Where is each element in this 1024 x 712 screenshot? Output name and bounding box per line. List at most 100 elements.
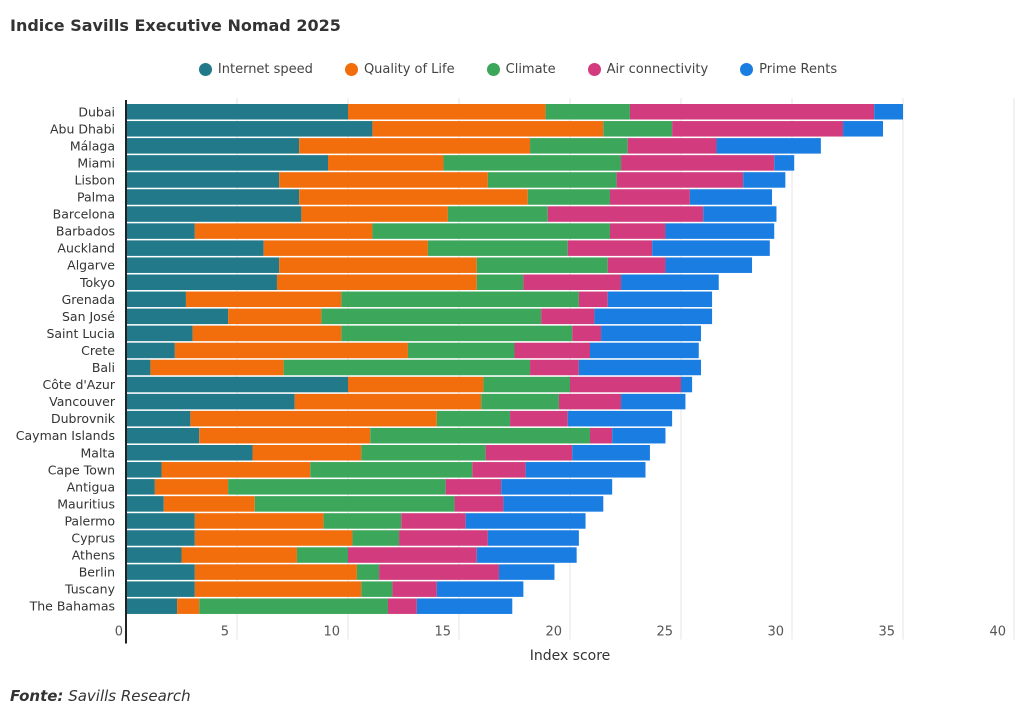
bar-segment (514, 342, 590, 359)
bar-segment (483, 376, 570, 393)
bar-segment (498, 564, 555, 580)
bar-segment (589, 342, 699, 359)
x-tick-label: 20 (545, 625, 562, 640)
bar-segment (743, 172, 786, 188)
bar-segment (194, 564, 357, 580)
y-category-label: Tuscany (64, 582, 116, 597)
bar-segment (126, 172, 280, 188)
bar-segment (567, 240, 653, 256)
bar-segment (527, 189, 610, 205)
bar-segment (567, 410, 673, 427)
y-category-label: Grenada (62, 292, 115, 307)
chart-title: Indice Savills Executive Nomad 2025 (10, 16, 341, 35)
bar-segment (126, 547, 182, 563)
bar-segment (523, 274, 622, 290)
bar-segment (609, 189, 690, 205)
x-tick-label: 5 (221, 625, 229, 640)
bar-segment (774, 155, 795, 171)
bar-segment (454, 496, 504, 512)
y-category-label: Cyprus (71, 531, 115, 546)
bar-segment (578, 359, 701, 376)
x-tick-label: 35 (878, 625, 895, 640)
bar-segment (126, 291, 186, 308)
bar-segment (126, 513, 195, 529)
bar-segment (228, 308, 322, 325)
bar-segment (228, 479, 446, 495)
y-category-label: Barcelona (53, 207, 115, 222)
bar-segment (465, 513, 586, 529)
bar-segment (126, 104, 348, 120)
bar-segment (126, 564, 195, 580)
bar-segment (126, 138, 300, 154)
bar-segment (665, 223, 775, 239)
bar-segment (199, 598, 388, 614)
bar-segment (616, 172, 744, 188)
bar-segment (445, 479, 502, 495)
bar-segment (672, 121, 844, 137)
x-tick-label: 40 (989, 625, 1006, 640)
y-category-label: San José (62, 309, 115, 324)
bar-segment (681, 376, 693, 393)
bar-segment (126, 121, 373, 137)
legend-label: Prime Rents (759, 62, 838, 77)
bar-segment (126, 393, 295, 410)
bar-segment (154, 479, 229, 495)
legend-label: Internet speed (217, 62, 313, 77)
legend-item: Air connectivity (587, 62, 708, 77)
legend-item: Climate (486, 62, 556, 77)
bar-segment (185, 291, 342, 308)
bar-segment (194, 530, 353, 546)
legend-item: Internet speed (198, 62, 313, 77)
bar-segment (530, 359, 579, 376)
legend-swatch (740, 63, 754, 76)
bar-segment (174, 342, 408, 359)
bar-segment (541, 308, 595, 325)
bar-segment (572, 325, 602, 342)
bar-segment (254, 496, 455, 512)
bar-segment (578, 291, 608, 308)
bar-segment (589, 427, 613, 444)
y-category-label: Cayman Islands (16, 428, 115, 443)
legend-item: Quality of Life (344, 62, 455, 77)
y-category-label: Malta (81, 445, 115, 460)
bar-segment (665, 257, 753, 273)
bar-segment (487, 530, 579, 546)
x-axis-label: Index score (530, 648, 611, 664)
y-category-label: Auckland (57, 241, 115, 256)
bar-segment (485, 445, 573, 461)
bar-segment (361, 445, 486, 461)
bar-segment (161, 462, 311, 478)
bar-segment (481, 393, 559, 410)
bar-segment (525, 462, 646, 478)
bar-segment (621, 393, 686, 410)
y-category-label: Palma (77, 190, 115, 205)
bar-segment (476, 257, 608, 273)
bar-segment (341, 291, 579, 308)
bar-segment (361, 581, 393, 597)
bar-segment (874, 104, 903, 120)
bar-segment (126, 530, 195, 546)
bar-segment (192, 325, 342, 342)
bar-segment (427, 240, 568, 256)
bar-segment (570, 376, 681, 393)
bar-segment (621, 155, 775, 171)
bar-segment (401, 513, 466, 529)
bar-segment (126, 240, 264, 256)
x-tick-label: 25 (656, 625, 673, 640)
y-category-label: Barbados (56, 224, 115, 239)
bar-segment (126, 359, 151, 376)
bar-segment (348, 547, 477, 563)
bar-segment (126, 445, 253, 461)
bar-segment (372, 121, 604, 137)
bar-segment (399, 530, 488, 546)
bar-segment (379, 564, 499, 580)
y-category-label: Antigua (67, 479, 115, 494)
bar-segment (716, 138, 821, 154)
x-tick-label: 0 (115, 625, 123, 640)
y-category-label: Dubai (78, 104, 115, 119)
bar-segment (150, 359, 284, 376)
source-label: Fonte: (10, 687, 64, 705)
bar-segment (328, 155, 444, 171)
